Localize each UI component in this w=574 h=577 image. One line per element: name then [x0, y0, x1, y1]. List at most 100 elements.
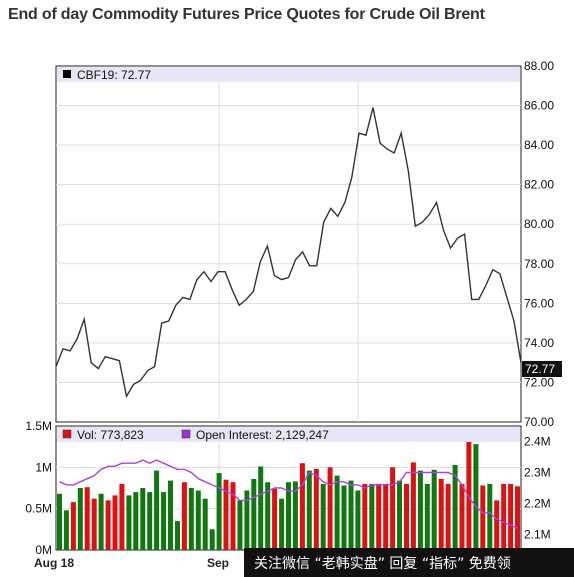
open-interest-tick-label: 2.1M — [524, 528, 551, 542]
volume-bar — [91, 498, 97, 550]
page-title: End of day Commodity Futures Price Quote… — [8, 6, 485, 23]
volume-bar — [216, 473, 222, 550]
volume-bar — [313, 469, 319, 550]
volume-bar — [168, 480, 173, 550]
volume-legend-swatch — [62, 429, 72, 439]
volume-bar — [327, 467, 333, 550]
volume-bar — [431, 469, 437, 550]
price-y-tick-label: 78.00 — [524, 257, 554, 271]
volume-bar — [230, 482, 236, 550]
volume-bar — [286, 482, 291, 550]
volume-bar — [188, 488, 194, 550]
last-value-badge-bg — [522, 361, 562, 377]
price-panel: CBF19: 72.77 70.00 72.00 74.00 76.00 78.00 80… — [55, 59, 562, 429]
volume-bar — [133, 492, 139, 550]
volume-bar — [77, 488, 83, 550]
open-interest-tick-label: 2.4M — [524, 435, 551, 449]
volume-bar — [202, 498, 208, 550]
volume-bar — [306, 470, 312, 550]
volume-bar — [355, 490, 361, 550]
volume-bar — [445, 483, 451, 550]
open-interest-legend-label: Open Interest: 2,129,247 — [196, 428, 329, 442]
volume-bar — [320, 483, 326, 550]
price-series-line — [55, 107, 522, 399]
open-interest-tick-label: 2.3M — [524, 466, 551, 480]
open-interest-tick-label: 2.2M — [524, 497, 551, 511]
volume-bar — [175, 521, 180, 550]
volume-bar — [424, 483, 430, 550]
volume-bar — [57, 493, 62, 550]
open-interest-legend-swatch — [181, 429, 191, 439]
volume-bar — [341, 485, 347, 550]
volume-left-tick-label: 1.5M — [25, 419, 52, 433]
volume-bar — [508, 483, 514, 550]
volume-bar — [265, 482, 271, 550]
volume-bar — [459, 483, 465, 550]
volume-bar — [383, 483, 389, 550]
volume-bar — [299, 463, 305, 550]
volume-bar — [105, 500, 111, 550]
volume-bar — [515, 486, 520, 550]
volume-bar — [63, 510, 69, 550]
volume-bar — [473, 444, 479, 550]
price-legend-bar — [57, 67, 520, 82]
watermark-banner: 关注微信 “老韩实盘” 回复 “指标” 免费领 — [244, 548, 574, 577]
volume-bar — [348, 480, 354, 550]
price-legend-swatch — [63, 70, 71, 78]
volume-bar — [410, 462, 416, 550]
x-tick-label-sep: Sep — [207, 556, 229, 570]
price-y-tick-label: 76.00 — [524, 296, 554, 310]
volume-bar — [147, 492, 153, 550]
volume-left-tick-label: 0.5M — [25, 502, 52, 516]
price-y-tick-label: 72.00 — [524, 375, 554, 389]
volume-bar — [154, 470, 160, 550]
price-y-tick-label: 70.00 — [524, 415, 554, 429]
volume-bar — [279, 498, 285, 550]
volume-bar — [140, 488, 146, 550]
price-y-tick-label: 88.00 — [524, 59, 554, 73]
price-grid — [56, 82, 521, 422]
volume-bars — [57, 432, 520, 550]
volume-bar — [237, 500, 243, 550]
volume-bar — [223, 479, 229, 550]
volume-bar — [112, 495, 118, 550]
price-y-tick-label: 74.00 — [524, 336, 554, 350]
volume-bar — [209, 529, 215, 550]
volume-bar — [161, 492, 167, 550]
volume-bar — [397, 480, 402, 550]
open-interest-line — [59, 459, 518, 529]
volume-bar — [244, 490, 250, 550]
volume-bar — [452, 464, 458, 550]
price-y-tick-label: 86.00 — [524, 99, 554, 113]
volume-legend-label: Vol: 773,823 — [77, 428, 144, 442]
volume-bar — [487, 483, 493, 550]
volume-bar — [494, 500, 500, 550]
volume-legend-bar — [57, 427, 520, 442]
price-y-axis: 70.00 72.00 74.00 76.00 78.00 80.00 82.00 84.00… — [524, 59, 554, 429]
volume-bar — [501, 483, 507, 550]
volume-bar — [70, 502, 76, 550]
volume-left-tick-label: 1M — [35, 460, 52, 474]
volume-panel: Vol: 773,823 Open Interest: 2,129,247 0M… — [25, 419, 550, 557]
volume-bar — [438, 478, 444, 550]
price-y-tick-label: 80.00 — [524, 217, 554, 231]
last-value-badge: 72.77 — [525, 362, 555, 376]
volume-bar — [272, 488, 278, 550]
price-y-tick-label: 82.00 — [524, 178, 554, 192]
volume-bar — [390, 467, 396, 550]
volume-bar — [362, 483, 368, 550]
volume-bar — [334, 475, 340, 550]
volume-bar — [181, 482, 187, 550]
volume-bar — [98, 493, 104, 550]
volume-bar — [126, 495, 132, 550]
volume-bar — [404, 483, 409, 550]
open-interest-right-axis: 2.1M 2.2M 2.3M 2.4M — [524, 435, 551, 542]
x-tick-label-aug18: Aug 18 — [34, 556, 74, 570]
volume-bar — [417, 470, 423, 550]
volume-bar — [480, 485, 486, 550]
price-y-tick-label: 84.00 — [524, 138, 554, 152]
volume-bar — [292, 481, 298, 550]
volume-bar — [258, 466, 264, 550]
volume-left-tick-label: 0M — [35, 543, 52, 557]
